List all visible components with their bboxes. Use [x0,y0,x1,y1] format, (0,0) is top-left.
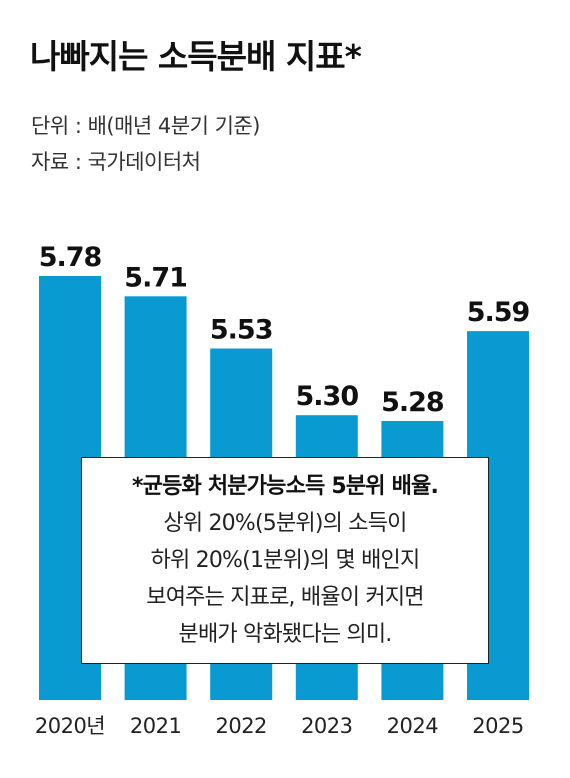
x-tick-label-2: 2022 [215,714,266,738]
footnote-line: 하위 20%(1분위)의 몇 배인지 [150,548,421,573]
x-tick-label-1: 2021 [130,714,181,738]
x-tick-label-4: 2024 [387,714,439,738]
value-label-5: 5.59 [467,297,530,328]
footnote-line: *균등화 처분가능소득 5분위 배율. [131,474,439,499]
footnote-line: 보여주는 지표로, 배율이 커지면 [146,585,424,610]
unit-note: 단위 : 배(매년 4분기 기준) [31,114,260,138]
source-note: 자료 : 국가데이터처 [31,150,201,174]
x-tick-label-5: 2025 [472,714,523,738]
value-label-0: 5.78 [39,242,102,273]
footnote-line: 분배가 악화됐다는 의미. [178,622,393,647]
x-tick-label-0: 2020년 [35,714,105,738]
value-label-3: 5.30 [295,381,358,412]
chart-title: 나빠지는 소득분배 지표* [30,37,362,76]
x-tick-label-3: 2023 [301,714,352,738]
footnote-box: *균등화 처분가능소득 5분위 배율. 상위 20%(5분위)의 소득이 하위 … [81,457,489,664]
value-label-1: 5.71 [124,262,187,293]
value-label-4: 5.28 [381,387,444,418]
footnote-line: 상위 20%(5분위)의 소득이 [163,511,407,536]
value-label-2: 5.53 [210,315,273,346]
